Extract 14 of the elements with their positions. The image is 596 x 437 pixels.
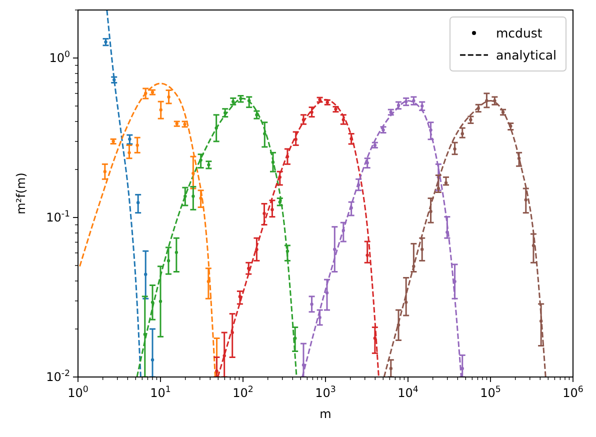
x-tick-label: 10$^{4}$: [398, 385, 418, 400]
x-tick-label: 10$^{5}$: [480, 385, 501, 400]
legend-label: mcdust: [496, 26, 542, 40]
y-tick-label: 10$^{-1}$: [46, 210, 70, 225]
y-tick-label: 10$^{0}$: [49, 50, 70, 66]
legend-label: analytical: [496, 48, 556, 62]
x-tick-label: 10$^{0}$: [68, 385, 88, 400]
x-tick-label: 10$^{2}$: [232, 385, 254, 400]
x-tick-label: 10$^{1}$: [150, 385, 171, 400]
x-tick-label: 10$^{3}$: [315, 385, 336, 400]
y-tick-label: 10$^{-2}$: [46, 369, 70, 384]
y-axis-title: m²f(m): [14, 172, 28, 214]
x-axis-title: m: [320, 407, 332, 421]
x-tick-label: 10$^{6}$: [562, 385, 584, 400]
